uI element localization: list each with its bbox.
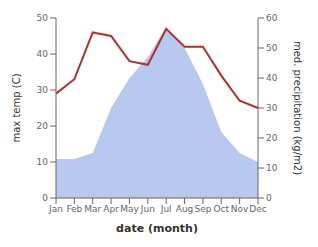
svg-text:40: 40 <box>266 73 278 83</box>
svg-text:Feb: Feb <box>66 204 82 214</box>
svg-text:Dec: Dec <box>249 204 266 214</box>
svg-text:May: May <box>120 204 139 214</box>
svg-text:20: 20 <box>37 121 49 131</box>
svg-text:Oct: Oct <box>213 204 229 214</box>
svg-text:Jan: Jan <box>48 204 63 214</box>
svg-text:med. precipitation (kg/m2): med. precipitation (kg/m2) <box>292 41 303 175</box>
svg-text:30: 30 <box>266 103 278 113</box>
svg-text:Sep: Sep <box>194 204 211 214</box>
svg-text:date (month): date (month) <box>116 222 198 235</box>
svg-text:Aug: Aug <box>176 204 194 214</box>
svg-text:Jul: Jul <box>160 204 172 214</box>
svg-text:30: 30 <box>37 85 49 95</box>
svg-text:0: 0 <box>266 193 272 203</box>
svg-text:max temp (C): max temp (C) <box>11 73 22 142</box>
svg-text:20: 20 <box>266 133 278 143</box>
svg-text:10: 10 <box>37 157 49 167</box>
svg-text:40: 40 <box>37 49 49 59</box>
svg-text:Jun: Jun <box>140 204 155 214</box>
svg-text:Nov: Nov <box>231 204 249 214</box>
svg-text:Apr: Apr <box>103 204 119 214</box>
svg-text:10: 10 <box>266 163 278 173</box>
svg-text:50: 50 <box>266 43 278 53</box>
svg-text:Mar: Mar <box>84 204 101 214</box>
svg-text:60: 60 <box>266 13 278 23</box>
svg-text:50: 50 <box>37 13 49 23</box>
svg-text:0: 0 <box>42 193 48 203</box>
